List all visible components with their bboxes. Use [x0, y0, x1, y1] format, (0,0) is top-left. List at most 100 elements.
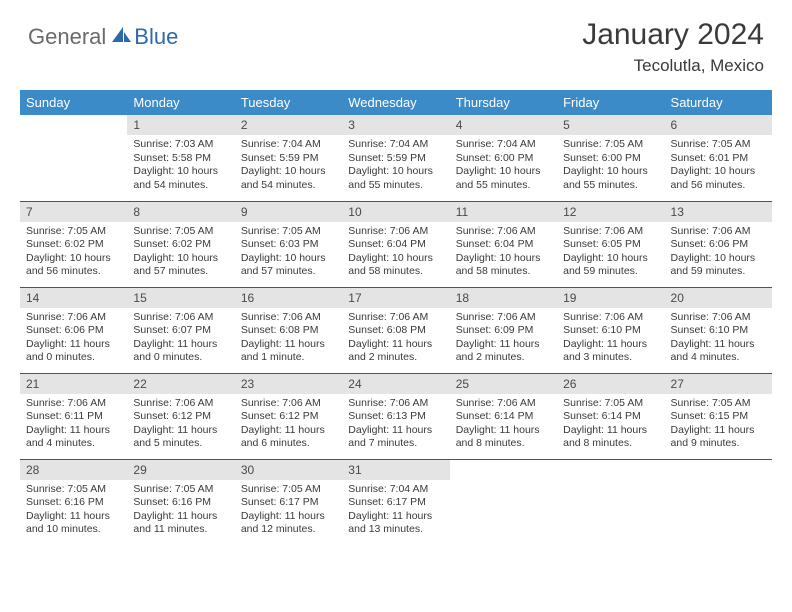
sunrise-text: Sunrise: 7:06 AM [26, 311, 121, 325]
sunset-text: Sunset: 6:08 PM [348, 324, 443, 338]
day-cell: 11 Sunrise: 7:06 AM Sunset: 6:04 PM Dayl… [450, 201, 557, 287]
sunrise-text: Sunrise: 7:04 AM [456, 138, 551, 152]
day-body: Sunrise: 7:06 AM Sunset: 6:06 PM Dayligh… [665, 222, 772, 284]
sunrise-text: Sunrise: 7:05 AM [563, 138, 658, 152]
day-cell: 30 Sunrise: 7:05 AM Sunset: 6:17 PM Dayl… [235, 459, 342, 545]
calendar-table: Sunday Monday Tuesday Wednesday Thursday… [20, 90, 772, 545]
day-number: 7 [20, 202, 127, 222]
daylight-text: Daylight: 10 hours and 58 minutes. [348, 252, 443, 279]
sunrise-text: Sunrise: 7:06 AM [348, 225, 443, 239]
daylight-text: Daylight: 11 hours and 10 minutes. [26, 510, 121, 537]
sunset-text: Sunset: 6:00 PM [563, 152, 658, 166]
week-row: 1 Sunrise: 7:03 AM Sunset: 5:58 PM Dayli… [20, 115, 772, 201]
empty-cell [557, 459, 664, 545]
day-body: Sunrise: 7:06 AM Sunset: 6:08 PM Dayligh… [342, 308, 449, 370]
day-number: 30 [235, 460, 342, 480]
sunset-text: Sunset: 6:08 PM [241, 324, 336, 338]
dow-wednesday: Wednesday [342, 90, 449, 115]
daylight-text: Daylight: 11 hours and 8 minutes. [563, 424, 658, 451]
dow-sunday: Sunday [20, 90, 127, 115]
day-body: Sunrise: 7:03 AM Sunset: 5:58 PM Dayligh… [127, 135, 234, 197]
sunrise-text: Sunrise: 7:06 AM [133, 397, 228, 411]
sunset-text: Sunset: 6:12 PM [133, 410, 228, 424]
day-body: Sunrise: 7:05 AM Sunset: 6:14 PM Dayligh… [557, 394, 664, 456]
daylight-text: Daylight: 10 hours and 58 minutes. [456, 252, 551, 279]
sunrise-text: Sunrise: 7:06 AM [671, 311, 766, 325]
day-cell: 20 Sunrise: 7:06 AM Sunset: 6:10 PM Dayl… [665, 287, 772, 373]
day-body: Sunrise: 7:04 AM Sunset: 5:59 PM Dayligh… [342, 135, 449, 197]
empty-cell [450, 459, 557, 545]
daylight-text: Daylight: 11 hours and 6 minutes. [241, 424, 336, 451]
day-body: Sunrise: 7:06 AM Sunset: 6:11 PM Dayligh… [20, 394, 127, 456]
day-body: Sunrise: 7:06 AM Sunset: 6:14 PM Dayligh… [450, 394, 557, 456]
day-cell: 21 Sunrise: 7:06 AM Sunset: 6:11 PM Dayl… [20, 373, 127, 459]
sunrise-text: Sunrise: 7:05 AM [241, 483, 336, 497]
sunrise-text: Sunrise: 7:06 AM [456, 225, 551, 239]
location: Tecolutla, Mexico [582, 56, 764, 76]
day-number: 8 [127, 202, 234, 222]
sunrise-text: Sunrise: 7:06 AM [26, 397, 121, 411]
day-body: Sunrise: 7:06 AM Sunset: 6:09 PM Dayligh… [450, 308, 557, 370]
daylight-text: Daylight: 11 hours and 12 minutes. [241, 510, 336, 537]
sunset-text: Sunset: 6:03 PM [241, 238, 336, 252]
day-number: 25 [450, 374, 557, 394]
sunset-text: Sunset: 5:58 PM [133, 152, 228, 166]
day-number: 29 [127, 460, 234, 480]
day-number: 24 [342, 374, 449, 394]
day-number: 18 [450, 288, 557, 308]
sunrise-text: Sunrise: 7:06 AM [456, 311, 551, 325]
sunrise-text: Sunrise: 7:05 AM [241, 225, 336, 239]
week-row: 14 Sunrise: 7:06 AM Sunset: 6:06 PM Dayl… [20, 287, 772, 373]
day-body: Sunrise: 7:06 AM Sunset: 6:07 PM Dayligh… [127, 308, 234, 370]
week-row: 7 Sunrise: 7:05 AM Sunset: 6:02 PM Dayli… [20, 201, 772, 287]
sunrise-text: Sunrise: 7:04 AM [241, 138, 336, 152]
day-cell: 22 Sunrise: 7:06 AM Sunset: 6:12 PM Dayl… [127, 373, 234, 459]
empty-cell [665, 459, 772, 545]
logo-text-blue: Blue [134, 24, 178, 50]
day-number: 31 [342, 460, 449, 480]
sunrise-text: Sunrise: 7:06 AM [348, 311, 443, 325]
daylight-text: Daylight: 10 hours and 54 minutes. [241, 165, 336, 192]
day-cell: 28 Sunrise: 7:05 AM Sunset: 6:16 PM Dayl… [20, 459, 127, 545]
title-block: January 2024 Tecolutla, Mexico [582, 18, 764, 76]
logo-sail-icon [110, 25, 132, 50]
sunset-text: Sunset: 6:16 PM [26, 496, 121, 510]
sunrise-text: Sunrise: 7:06 AM [348, 397, 443, 411]
day-body: Sunrise: 7:05 AM Sunset: 6:15 PM Dayligh… [665, 394, 772, 456]
day-body: Sunrise: 7:06 AM Sunset: 6:12 PM Dayligh… [127, 394, 234, 456]
day-body: Sunrise: 7:06 AM Sunset: 6:06 PM Dayligh… [20, 308, 127, 370]
logo-text-general: General [28, 24, 106, 50]
day-cell: 31 Sunrise: 7:04 AM Sunset: 6:17 PM Dayl… [342, 459, 449, 545]
daylight-text: Daylight: 10 hours and 55 minutes. [456, 165, 551, 192]
day-body: Sunrise: 7:05 AM Sunset: 6:01 PM Dayligh… [665, 135, 772, 197]
month-year: January 2024 [582, 18, 764, 52]
day-number: 26 [557, 374, 664, 394]
day-cell: 29 Sunrise: 7:05 AM Sunset: 6:16 PM Dayl… [127, 459, 234, 545]
sunset-text: Sunset: 6:10 PM [671, 324, 766, 338]
daylight-text: Daylight: 11 hours and 8 minutes. [456, 424, 551, 451]
day-body: Sunrise: 7:04 AM Sunset: 5:59 PM Dayligh… [235, 135, 342, 197]
sunset-text: Sunset: 6:02 PM [26, 238, 121, 252]
day-cell: 9 Sunrise: 7:05 AM Sunset: 6:03 PM Dayli… [235, 201, 342, 287]
day-cell: 10 Sunrise: 7:06 AM Sunset: 6:04 PM Dayl… [342, 201, 449, 287]
day-cell: 1 Sunrise: 7:03 AM Sunset: 5:58 PM Dayli… [127, 115, 234, 201]
day-number: 15 [127, 288, 234, 308]
day-number: 14 [20, 288, 127, 308]
dow-row: Sunday Monday Tuesday Wednesday Thursday… [20, 90, 772, 115]
daylight-text: Daylight: 10 hours and 57 minutes. [241, 252, 336, 279]
daylight-text: Daylight: 11 hours and 2 minutes. [456, 338, 551, 365]
day-body: Sunrise: 7:05 AM Sunset: 6:16 PM Dayligh… [20, 480, 127, 542]
sunset-text: Sunset: 6:01 PM [671, 152, 766, 166]
day-number: 12 [557, 202, 664, 222]
sunrise-text: Sunrise: 7:06 AM [456, 397, 551, 411]
day-body: Sunrise: 7:06 AM Sunset: 6:13 PM Dayligh… [342, 394, 449, 456]
day-number: 17 [342, 288, 449, 308]
day-number: 2 [235, 115, 342, 135]
sunrise-text: Sunrise: 7:06 AM [241, 397, 336, 411]
dow-monday: Monday [127, 90, 234, 115]
day-number: 16 [235, 288, 342, 308]
sunrise-text: Sunrise: 7:05 AM [133, 225, 228, 239]
day-body: Sunrise: 7:05 AM Sunset: 6:03 PM Dayligh… [235, 222, 342, 284]
day-cell: 14 Sunrise: 7:06 AM Sunset: 6:06 PM Dayl… [20, 287, 127, 373]
sunset-text: Sunset: 6:12 PM [241, 410, 336, 424]
